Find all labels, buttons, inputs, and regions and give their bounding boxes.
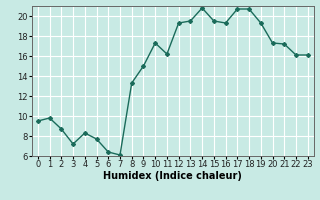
X-axis label: Humidex (Indice chaleur): Humidex (Indice chaleur) xyxy=(103,171,242,181)
